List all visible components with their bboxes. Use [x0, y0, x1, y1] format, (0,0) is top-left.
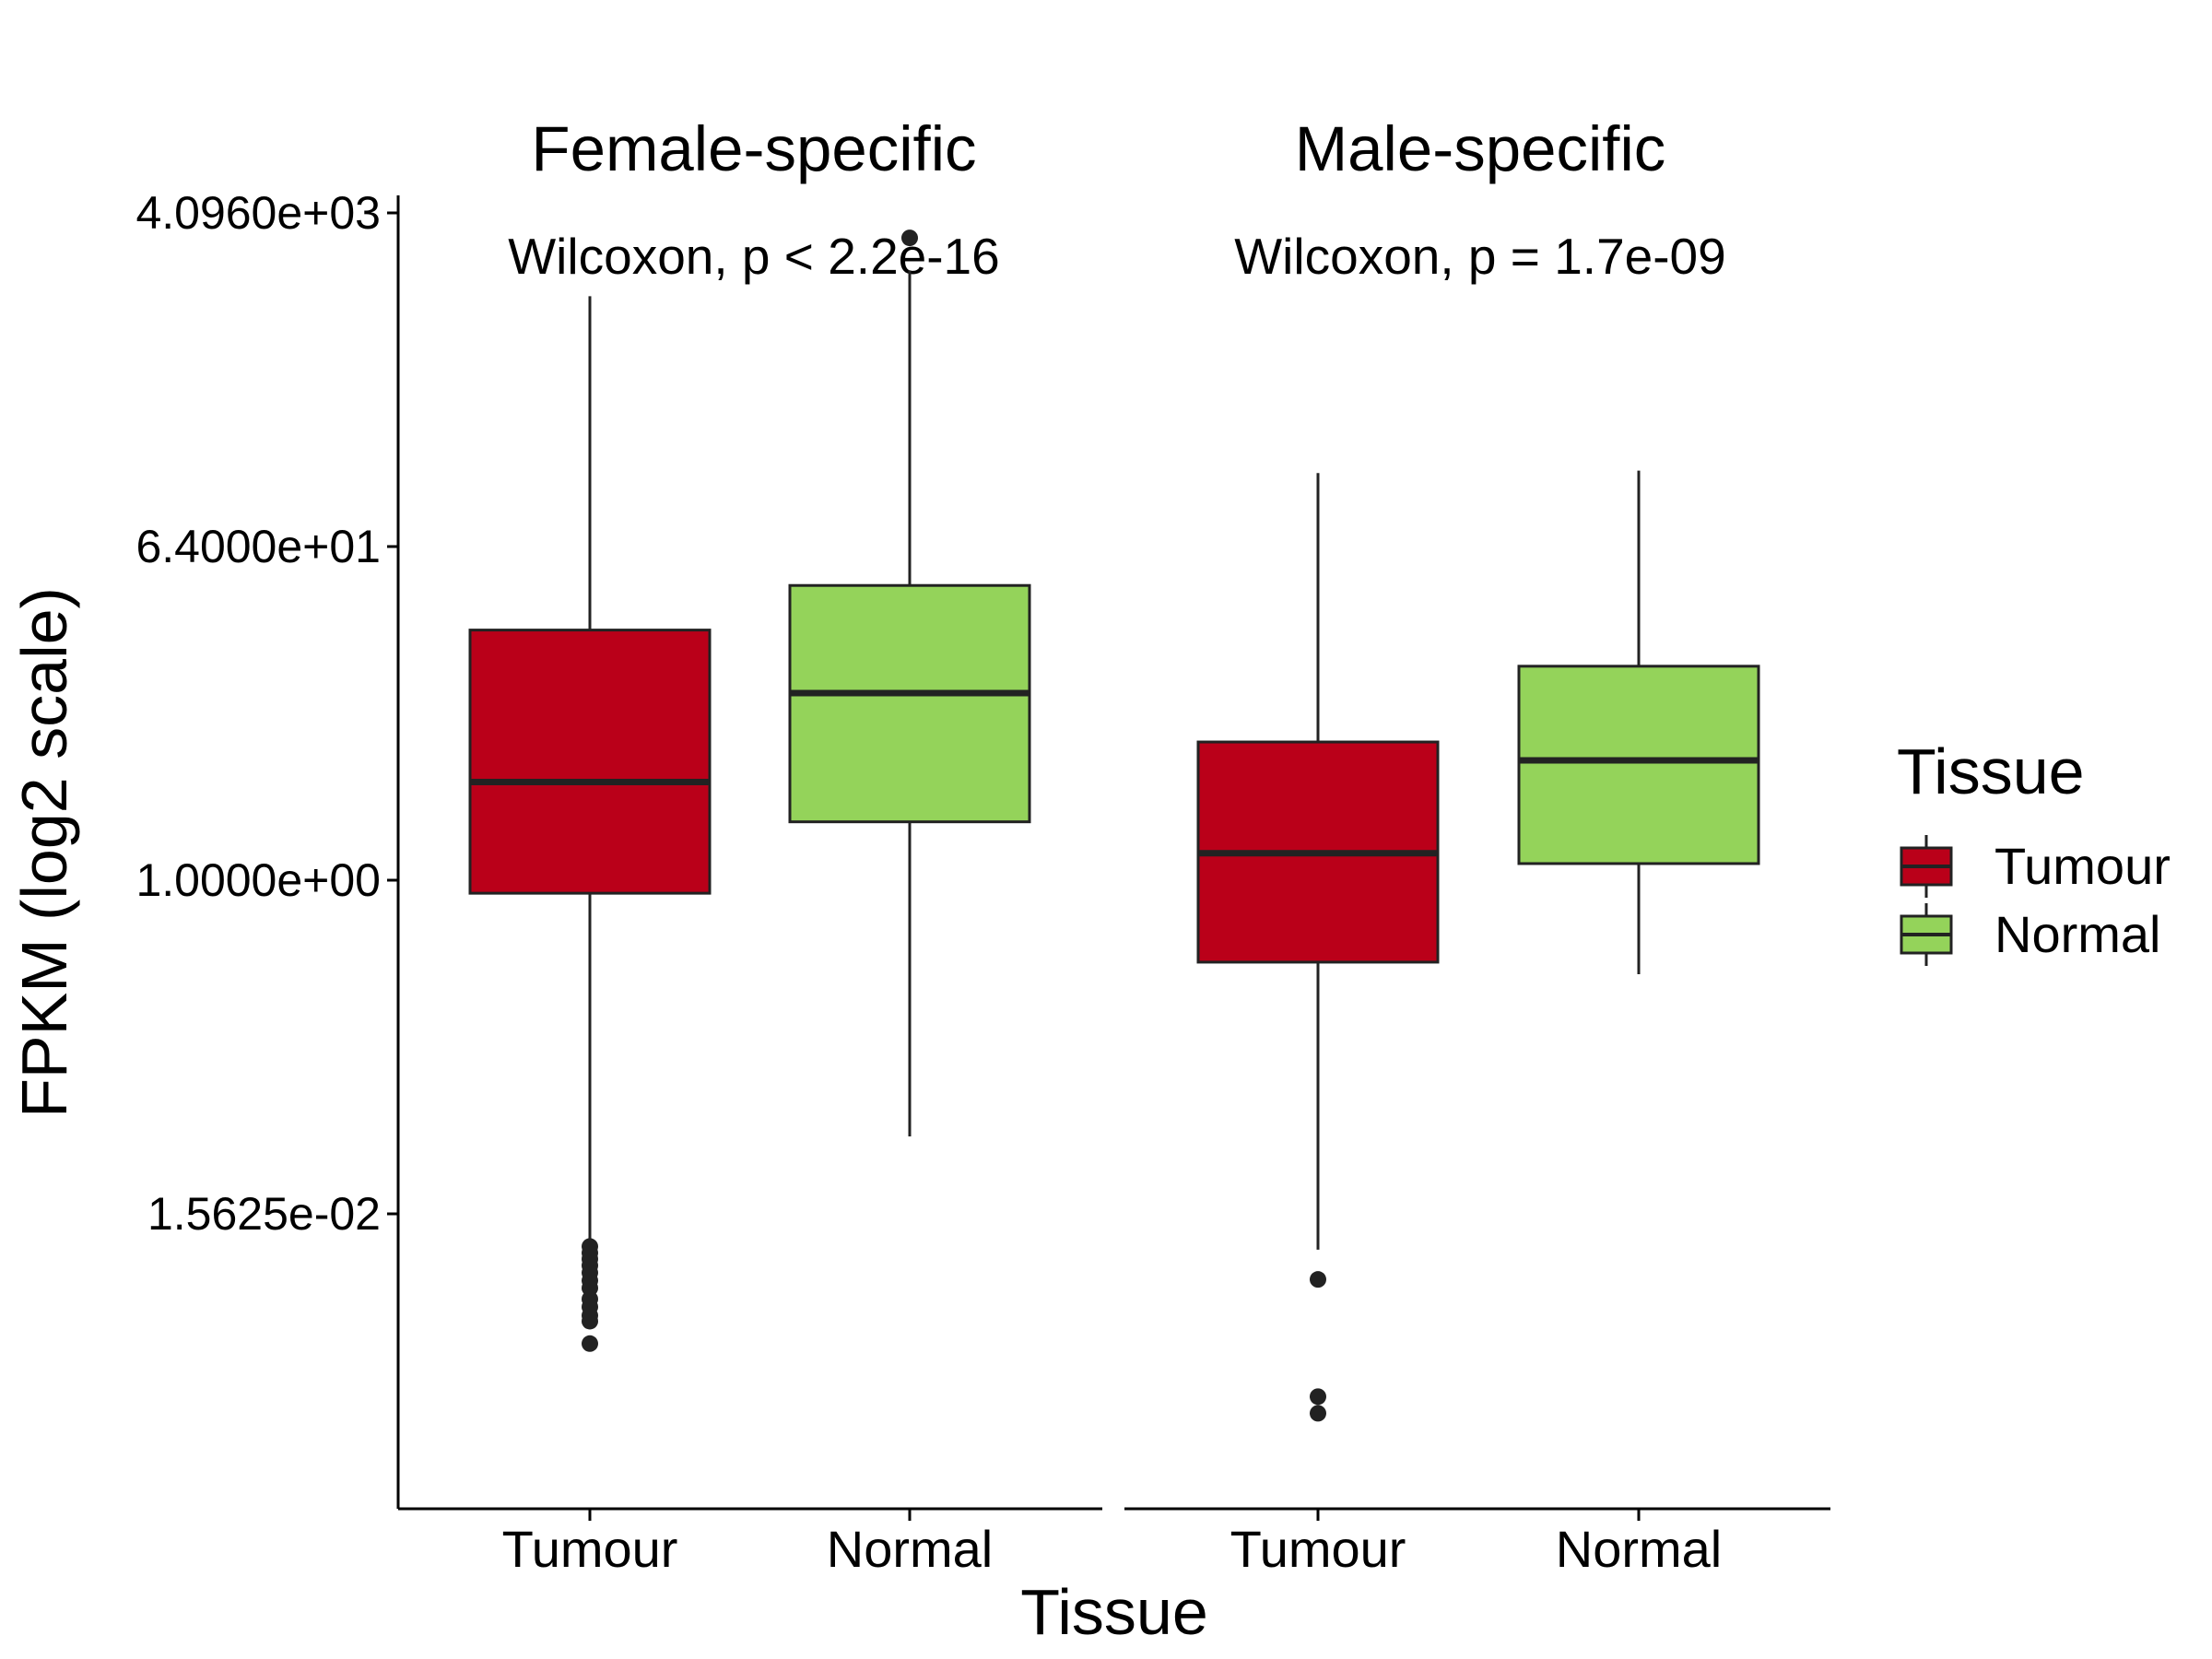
panel-male-marks [1196, 470, 1760, 1422]
box-normal [1517, 470, 1760, 974]
x-axis-title: Tissue [1020, 1576, 1208, 1648]
y-ticks: 1.5625e-02 1.0000e+00 6.4000e+01 4.0960e+03 [135, 187, 398, 1240]
panel-title-female: Female-specific [531, 113, 976, 184]
x-ticks-female: Tumour Normal [502, 1509, 993, 1578]
x-tick-label: Normal [1556, 1520, 1722, 1578]
outlier-point [1310, 1271, 1326, 1288]
box-tumour [468, 296, 712, 1352]
legend: Tissue Tumour Normal [1897, 735, 2171, 966]
legend-item-normal: Normal [1900, 903, 2160, 966]
legend-items: Tumour Normal [1900, 835, 2171, 966]
outlier-point [1310, 1405, 1326, 1422]
y-tick-label: 1.5625e-02 [147, 1188, 381, 1240]
legend-label: Tumour [1994, 837, 2171, 895]
x-tick-label: Tumour [502, 1520, 678, 1578]
panel-female-marks [468, 229, 1031, 1352]
panel-male: Male-specific Wilcoxon, p = 1.7e-09 Tumo… [1124, 113, 1830, 1578]
box-normal [788, 229, 1031, 1137]
legend-title: Tissue [1897, 735, 2085, 807]
y-tick-label: 4.0960e+03 [135, 187, 381, 239]
outlier-point [901, 229, 918, 247]
outlier-point [1310, 1388, 1326, 1406]
legend-label: Normal [1994, 905, 2160, 963]
y-axis-title: FPKM (log2 scale) [8, 587, 80, 1118]
box-iqr [788, 583, 1031, 824]
outlier-point [582, 1312, 598, 1330]
box-iqr [1517, 665, 1760, 865]
y-tick-label: 1.0000e+00 [135, 854, 381, 906]
panel-title-male: Male-specific [1295, 113, 1666, 184]
pvalue-annotation-male: Wilcoxon, p = 1.7e-09 [1234, 228, 1725, 285]
box-iqr [468, 629, 712, 895]
panel-female: Female-specific Wilcoxon, p < 2.2e-16 Tu… [396, 113, 1102, 1578]
box-tumour [1196, 473, 1440, 1422]
x-ticks-male: Tumour Normal [1230, 1509, 1722, 1578]
outlier-point [582, 1335, 598, 1352]
pvalue-annotation-female: Wilcoxon, p < 2.2e-16 [508, 228, 999, 285]
legend-item-tumour: Tumour [1900, 835, 2171, 898]
x-tick-label: Normal [827, 1520, 993, 1578]
x-tick-label: Tumour [1230, 1520, 1406, 1578]
y-tick-label: 6.4000e+01 [135, 521, 381, 572]
